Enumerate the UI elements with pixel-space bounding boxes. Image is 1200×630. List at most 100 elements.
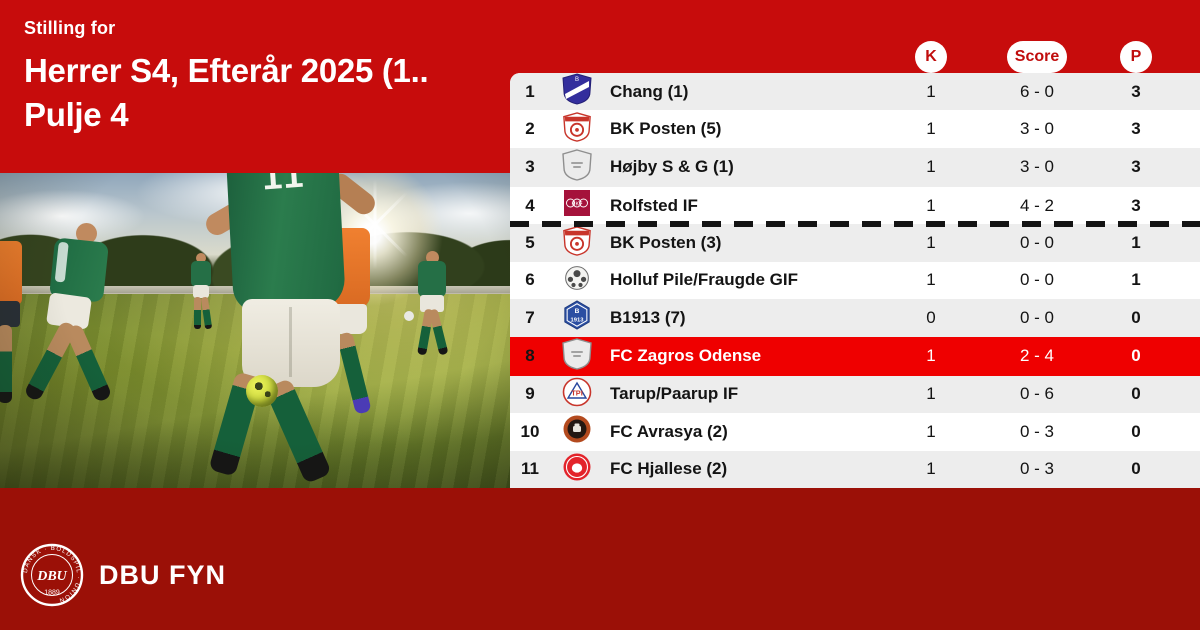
points-cell: 0 bbox=[1131, 307, 1141, 327]
avrasya-crest-icon bbox=[561, 413, 593, 450]
svg-text:B: B bbox=[575, 77, 579, 83]
brand-name: DBU FYN bbox=[99, 559, 226, 590]
team-crest-cell bbox=[550, 225, 604, 262]
svg-text:RKF: RKF bbox=[572, 201, 584, 207]
team-name: FC Avrasya (2) bbox=[610, 421, 728, 441]
team-crest-cell bbox=[550, 337, 604, 376]
matches-played-cell: 1 bbox=[926, 384, 936, 404]
column-header-score: Score bbox=[1007, 41, 1067, 73]
matches-played-cell: 1 bbox=[926, 157, 936, 177]
page-title-line1: Herrer S4, Efterår 2025 (1.. bbox=[24, 52, 429, 89]
score-cell: 4 - 2 bbox=[1019, 195, 1055, 215]
points-cell: 0 bbox=[1131, 346, 1141, 366]
rank-cell: 10 bbox=[520, 421, 540, 441]
score-cell: 0 - 3 bbox=[1019, 421, 1055, 441]
placeholder-shield-crest-icon bbox=[561, 148, 593, 187]
rank-cell: 1 bbox=[525, 81, 535, 101]
footer-strip bbox=[0, 488, 1200, 630]
rank-cell: 4 bbox=[525, 195, 535, 215]
title-eyebrow: Stilling for bbox=[24, 18, 116, 38]
brand-footer: DANSK · BOLDSPIL · UNION DBU 1889 DBU FY… bbox=[20, 543, 226, 607]
player-figure-right bbox=[414, 251, 454, 381]
table-row: 6 Holluf Pile/Fraugde GIF 1 0 - 0 1 bbox=[510, 261, 1200, 300]
page-title-line2: Pulje 4 bbox=[24, 96, 129, 133]
table-row: 5 BK Posten (3) 1 0 - 0 1 bbox=[510, 224, 1200, 262]
points-cell: 0 bbox=[1131, 421, 1141, 441]
football-ball-crest-icon bbox=[563, 264, 591, 297]
tarup-paarup-crest-icon: TPI bbox=[561, 376, 593, 413]
rank-cell: 7 bbox=[525, 307, 535, 327]
matches-played-cell: 1 bbox=[926, 195, 936, 215]
points-cell: 1 bbox=[1131, 233, 1141, 253]
title-block: Stilling for Herrer S4, Efterår 2025 (1.… bbox=[24, 18, 510, 137]
points-cell: 1 bbox=[1131, 270, 1141, 290]
table-row: 10 FC Avrasya (2) 1 0 - 3 0 bbox=[510, 413, 1200, 451]
matches-played-cell: 1 bbox=[926, 346, 936, 366]
team-name: Tarup/Paarup IF bbox=[610, 384, 739, 404]
column-header-matches: K bbox=[915, 41, 947, 73]
team-name: BK Posten (3) bbox=[610, 233, 722, 253]
points-cell: 3 bbox=[1131, 195, 1141, 215]
matches-played-cell: 1 bbox=[926, 119, 936, 139]
svg-text:TPI: TPI bbox=[571, 388, 583, 397]
team-name: BK Posten (5) bbox=[610, 119, 722, 139]
team-crest-cell bbox=[550, 264, 604, 297]
matches-played-cell: 0 bbox=[926, 307, 936, 327]
player-figure-orange-bib bbox=[0, 241, 24, 406]
score-cell: 0 - 6 bbox=[1019, 384, 1055, 404]
table-row: 11 FC Hjallese (2) 1 0 - 3 0 bbox=[510, 450, 1200, 488]
table-row: 2 BK Posten (5) 1 3 - 0 3 bbox=[510, 110, 1200, 148]
score-cell: 3 - 0 bbox=[1019, 157, 1055, 177]
team-crest-cell: B 1913 bbox=[550, 300, 604, 335]
matches-played-cell: 1 bbox=[926, 459, 936, 479]
team-crest-cell: RKF bbox=[550, 187, 604, 224]
crest-monogram: DBU bbox=[36, 569, 67, 584]
rank-cell: 2 bbox=[525, 119, 535, 139]
rank-cell: 9 bbox=[525, 384, 535, 404]
score-cell: 6 - 0 bbox=[1019, 81, 1055, 101]
dbu-crest-icon: DANSK · BOLDSPIL · UNION DBU 1889 bbox=[20, 543, 84, 607]
team-crest-cell bbox=[550, 451, 604, 488]
team-crest-cell bbox=[550, 111, 604, 148]
table-rows: 1 B Chang (1) 1 6 - 0 3 2 BK Posten (5) 1 3 - 0… bbox=[510, 73, 1200, 488]
rolfsted-crest-icon: RKF bbox=[561, 187, 593, 224]
score-cell: 0 - 0 bbox=[1019, 233, 1055, 253]
promotion-divider-line bbox=[510, 220, 1200, 227]
rank-cell: 3 bbox=[525, 157, 535, 177]
page-title: Herrer S4, Efterår 2025 (1.. Pulje 4 bbox=[24, 49, 510, 137]
table-row: 8 FC Zagros Odense 1 2 - 4 0 bbox=[510, 336, 1200, 376]
photo-vignette bbox=[0, 173, 510, 488]
crest-year: 1889 bbox=[44, 590, 60, 597]
chang-crest-icon: B bbox=[561, 73, 593, 110]
score-cell: 0 - 0 bbox=[1019, 307, 1055, 327]
football-icon bbox=[246, 375, 278, 407]
column-header-points: P bbox=[1120, 41, 1152, 73]
points-cell: 3 bbox=[1131, 81, 1141, 101]
table-row: 7 B 1913 B1913 (7) 0 0 - 0 0 bbox=[510, 299, 1200, 337]
rank-cell: 6 bbox=[525, 270, 535, 290]
svg-text:B: B bbox=[575, 309, 580, 316]
team-name: B1913 (7) bbox=[610, 307, 686, 327]
team-crest-cell bbox=[550, 148, 604, 187]
table-row: 1 B Chang (1) 1 6 - 0 3 bbox=[510, 73, 1200, 111]
player-figure-central: 11 bbox=[198, 173, 380, 488]
rank-cell: 5 bbox=[525, 233, 535, 253]
team-crest-cell bbox=[550, 413, 604, 450]
table-row: 4 RKF Rolfsted IF 1 4 - 2 3 bbox=[510, 186, 1200, 225]
rank-cell: 8 bbox=[525, 346, 535, 366]
distant-football-icon bbox=[404, 311, 414, 321]
rank-cell: 11 bbox=[521, 459, 539, 479]
b1913-crest-icon: B 1913 bbox=[561, 300, 593, 335]
score-cell: 3 - 0 bbox=[1019, 119, 1055, 139]
score-cell: 0 - 0 bbox=[1019, 270, 1055, 290]
player-figure-runner bbox=[23, 223, 135, 418]
matches-played-cell: 1 bbox=[926, 421, 936, 441]
team-name: Holluf Pile/Fraugde GIF bbox=[610, 270, 798, 290]
score-cell: 0 - 3 bbox=[1019, 459, 1055, 479]
table-row: 9 TPI Tarup/Paarup IF 1 0 - 6 0 bbox=[510, 375, 1200, 414]
team-name: Højby S & G (1) bbox=[610, 157, 734, 177]
points-cell: 3 bbox=[1131, 119, 1141, 139]
team-crest-cell: B bbox=[550, 73, 604, 110]
team-name: Chang (1) bbox=[610, 81, 689, 101]
